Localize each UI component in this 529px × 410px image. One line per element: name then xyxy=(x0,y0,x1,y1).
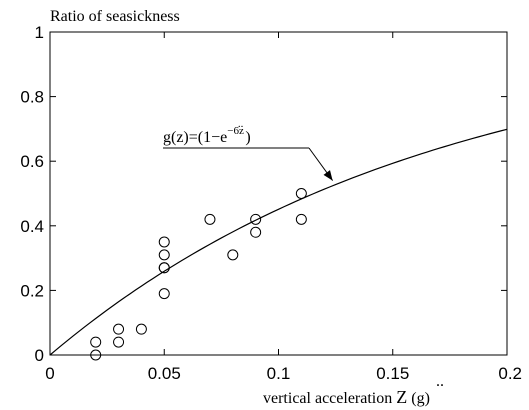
y-tick-label: 0.8 xyxy=(20,88,44,107)
data-point xyxy=(204,213,216,225)
x-axis-symbol-dots: .. xyxy=(436,373,444,390)
curve-annotation: g(z)=(1−e−6z..) xyxy=(163,118,334,181)
x-axis-label-text: vertical acceleration xyxy=(263,390,392,407)
data-point xyxy=(295,188,307,199)
x-tick-label: 0.15 xyxy=(376,364,409,383)
y-axis-ticks xyxy=(50,31,507,356)
data-point xyxy=(158,262,170,274)
annotation-suffix: ) xyxy=(245,129,250,146)
annotation-label: g(z)=(1−e−6z..) xyxy=(163,118,251,146)
y-axis-tick-labels: 0 0.2 0.4 0.6 0.8 1 xyxy=(20,23,44,365)
annotation-dots: .. xyxy=(238,118,244,130)
data-points xyxy=(90,188,307,361)
data-point xyxy=(135,323,147,335)
x-tick-label: 0.1 xyxy=(267,364,291,383)
plot-frame xyxy=(49,31,508,356)
x-axis-label: vertical acceleration Z (g) .. xyxy=(263,373,444,407)
y-tick-label: 0.2 xyxy=(20,281,44,300)
x-tick-label: 0.2 xyxy=(498,364,522,383)
data-point xyxy=(158,236,170,248)
annotation-arrowhead xyxy=(323,170,333,181)
y-tick-label: 0.4 xyxy=(20,217,44,236)
chart-title: Ratio of seasickness xyxy=(50,8,180,25)
data-point xyxy=(295,213,307,225)
data-point xyxy=(113,336,125,348)
annotation-exponent: −6z xyxy=(227,125,244,137)
x-axis-label-unit: (g) xyxy=(411,390,430,407)
y-tick-label: 0 xyxy=(35,346,44,365)
data-point xyxy=(113,323,125,335)
x-tick-label: 0 xyxy=(45,364,54,383)
x-axis-label-symbol: Z xyxy=(396,387,407,407)
data-point xyxy=(227,249,239,261)
y-tick-label: 1 xyxy=(35,23,44,42)
data-point xyxy=(158,249,170,261)
y-tick-label: 0.6 xyxy=(20,152,44,171)
data-point xyxy=(158,288,170,300)
x-axis-ticks xyxy=(49,32,508,355)
data-point xyxy=(90,349,102,361)
x-tick-label: 0.05 xyxy=(148,364,181,383)
data-point xyxy=(90,336,102,348)
fit-curve xyxy=(49,128,508,356)
x-axis-tick-labels: 0 0.05 0.1 0.15 0.2 xyxy=(45,364,522,383)
data-point xyxy=(250,213,262,225)
annotation-prefix: g(z)=(1−e xyxy=(163,129,227,146)
svg-text:vertical acceleration Z: vertical acceleration Z (g) xyxy=(263,387,430,407)
data-point xyxy=(250,226,262,238)
